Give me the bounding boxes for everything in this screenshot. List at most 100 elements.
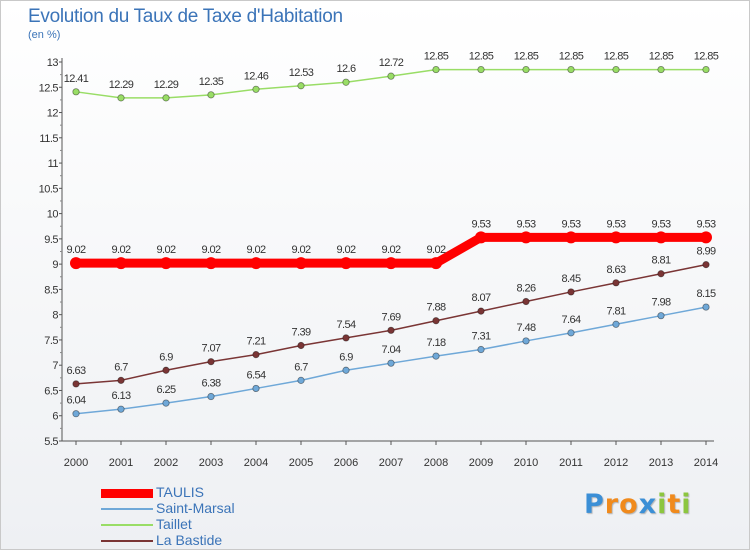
x-tick-label: 2012: [604, 457, 628, 469]
data-label: 9.53: [516, 218, 535, 230]
data-point: [657, 65, 665, 74]
y-tick-label: 8.5: [44, 284, 58, 296]
data-point: [657, 312, 665, 320]
data-point: [162, 399, 170, 407]
x-tick-label: 2010: [514, 457, 538, 469]
data-point: [475, 231, 487, 244]
y-tick-label: 6.5: [44, 385, 58, 397]
data-point: [612, 65, 620, 74]
data-label: 12.29: [109, 79, 134, 91]
y-tick-label: 12.5: [39, 82, 59, 94]
data-point: [117, 405, 125, 413]
logo-letter: o: [619, 489, 639, 520]
data-label: 7.48: [516, 322, 535, 334]
x-tick-label: 2009: [469, 457, 493, 469]
data-label: 7.54: [336, 319, 355, 331]
chart-axes: 5.5 6 6.5 7 7.5 8 8.5 9 9.5 10 10.5 11 11.5 12 12.5 13 2…: [39, 57, 719, 469]
data-point: [385, 257, 397, 270]
data-point: [522, 65, 530, 74]
x-tick-label: 2004: [244, 457, 268, 469]
data-label: 12.85: [649, 51, 674, 63]
data-point: [387, 72, 395, 80]
logo-letter: x: [638, 489, 658, 520]
chart-unit-label: (en %): [28, 29, 61, 41]
x-tick-label: 2000: [64, 457, 88, 469]
y-tick-label: 11: [48, 158, 59, 170]
data-point: [72, 410, 80, 418]
data-point: [567, 65, 575, 74]
data-point: [207, 392, 215, 401]
y-tick-label: 7: [52, 360, 58, 372]
data-point: [477, 65, 485, 74]
data-point: [295, 257, 307, 270]
data-label: 7.81: [606, 305, 625, 317]
data-point: [655, 231, 667, 244]
data-label: 9.02: [381, 244, 400, 256]
x-tick-label: 2008: [424, 457, 448, 469]
y-tick-label: 11.5: [39, 133, 58, 145]
data-label: 12.85: [604, 51, 629, 63]
data-label: 12.6: [336, 63, 355, 75]
data-point: [520, 231, 532, 244]
y-tick-label: 13: [47, 57, 59, 69]
data-label: 8.26: [516, 283, 535, 295]
data-point: [297, 341, 305, 350]
logo-letter: i: [681, 489, 692, 520]
data-point: [297, 376, 305, 384]
data-label: 9.02: [246, 244, 265, 256]
data-point: [477, 307, 485, 315]
data-label: 12.35: [199, 76, 224, 88]
x-tick-label: 2003: [199, 457, 223, 469]
data-point: [565, 231, 577, 244]
y-tick-label: 10: [47, 209, 59, 221]
data-point: [250, 257, 262, 270]
data-point: [72, 380, 80, 388]
data-label: 9.53: [561, 218, 580, 230]
data-label: 9.02: [66, 244, 85, 256]
data-point: [162, 94, 170, 102]
data-point: [387, 326, 395, 334]
data-point: [342, 366, 350, 374]
data-label: 6.9: [339, 351, 353, 363]
y-tick-label: 9.5: [44, 234, 58, 246]
data-label: 7.69: [381, 311, 400, 323]
data-point: [477, 345, 485, 354]
data-label: 8.07: [471, 292, 490, 304]
data-label: 8.99: [696, 246, 715, 258]
logo-letter: t: [667, 489, 682, 520]
data-label: 6.13: [111, 390, 130, 402]
data-point: [117, 376, 125, 384]
data-label: 9.02: [111, 244, 130, 256]
data-point: [72, 88, 80, 96]
legend-swatch-taillet: [101, 524, 153, 526]
data-point: [612, 279, 620, 287]
data-point: [522, 337, 530, 345]
legend-swatch-la-bastide: [101, 540, 153, 542]
data-point: [610, 231, 622, 244]
x-tick-label: 2007: [379, 457, 403, 469]
data-label: 7.04: [381, 344, 400, 356]
data-label: 6.7: [114, 361, 128, 373]
data-point: [205, 257, 217, 270]
data-point: [162, 366, 170, 374]
chart-title: Evolution du Taux de Taxe d'Habitation: [28, 6, 343, 27]
data-point: [702, 261, 710, 269]
data-point: [252, 85, 260, 93]
x-tick-label: 2011: [559, 457, 583, 469]
data-label: 6.25: [156, 384, 175, 396]
data-label: 9.53: [696, 218, 715, 230]
data-point: [702, 65, 710, 74]
logo-letter: P: [584, 489, 605, 520]
data-point: [430, 257, 442, 270]
logo-letter: i: [657, 489, 668, 520]
data-point: [657, 270, 665, 278]
data-label: 12.85: [694, 51, 719, 63]
data-label: 7.18: [426, 337, 445, 349]
data-point: [567, 329, 575, 337]
data-point: [342, 334, 350, 342]
data-label: 7.88: [426, 302, 445, 314]
data-point: [70, 257, 82, 270]
y-tick-label: 8: [52, 310, 58, 322]
data-label: 12.85: [559, 51, 584, 63]
